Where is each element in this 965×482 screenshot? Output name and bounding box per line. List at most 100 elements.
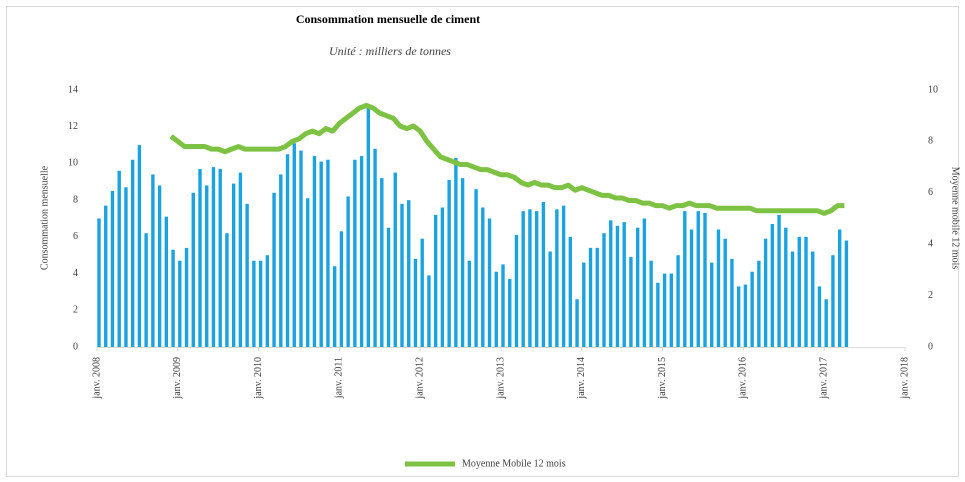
bar bbox=[454, 157, 458, 347]
bar bbox=[844, 240, 849, 347]
bar bbox=[178, 260, 182, 347]
bar bbox=[447, 179, 451, 347]
y-tick-label: 10 bbox=[68, 158, 78, 169]
x-tick-label: janv. 2015 bbox=[657, 357, 668, 400]
bar bbox=[400, 203, 404, 347]
bar bbox=[555, 209, 559, 347]
bar bbox=[588, 247, 593, 347]
x-tick-label: janv. 2018 bbox=[899, 357, 910, 400]
bar bbox=[353, 159, 357, 347]
bar bbox=[258, 260, 263, 347]
y-tick-label: 12 bbox=[68, 121, 78, 132]
bar bbox=[332, 266, 337, 347]
y2-tick-label: 0 bbox=[928, 341, 933, 352]
bar bbox=[440, 207, 445, 347]
bar bbox=[97, 218, 101, 347]
bar bbox=[528, 209, 532, 347]
bar bbox=[568, 236, 573, 347]
bar bbox=[238, 172, 243, 347]
x-tick-label: janv. 2008 bbox=[91, 357, 102, 400]
bar bbox=[521, 211, 525, 347]
bar bbox=[413, 258, 418, 347]
bar bbox=[743, 284, 748, 347]
moving-average-line bbox=[169, 102, 845, 216]
bar bbox=[380, 178, 384, 347]
bar bbox=[130, 159, 135, 347]
bar bbox=[595, 247, 599, 347]
bar bbox=[662, 273, 667, 347]
bar bbox=[494, 271, 498, 347]
bar bbox=[326, 159, 330, 347]
bar bbox=[770, 224, 775, 347]
y2-tick-label: 6 bbox=[928, 187, 933, 198]
bar bbox=[393, 172, 397, 347]
legend-label: Moyenne Mobile 12 mois bbox=[462, 458, 566, 469]
bar bbox=[501, 264, 505, 347]
bar bbox=[279, 174, 283, 347]
bar bbox=[622, 222, 626, 347]
x-tick-label: janv. 2016 bbox=[738, 357, 749, 400]
bar bbox=[736, 286, 741, 347]
bar bbox=[312, 156, 317, 347]
bar bbox=[359, 156, 364, 347]
bar bbox=[824, 299, 828, 347]
bar bbox=[184, 247, 189, 347]
bar bbox=[319, 161, 323, 347]
bar bbox=[683, 211, 687, 347]
bar bbox=[198, 168, 202, 347]
bar bbox=[171, 249, 175, 347]
bar bbox=[427, 275, 431, 347]
bar bbox=[151, 174, 155, 347]
bar bbox=[703, 212, 707, 347]
bar bbox=[487, 218, 492, 347]
x-tick-label: janv. 2014 bbox=[576, 357, 587, 400]
bar bbox=[696, 211, 700, 347]
bar bbox=[433, 214, 438, 347]
bar bbox=[205, 185, 209, 347]
bar bbox=[837, 229, 842, 347]
bar bbox=[137, 145, 142, 347]
bar bbox=[460, 178, 465, 347]
bar bbox=[689, 229, 694, 347]
bar bbox=[575, 299, 579, 347]
bar bbox=[407, 200, 411, 347]
y2-tick-label: 2 bbox=[928, 290, 933, 301]
x-tick-label: janv. 2009 bbox=[172, 357, 183, 400]
x-tick-label: janv. 2011 bbox=[334, 357, 345, 399]
bar bbox=[642, 218, 647, 347]
bar bbox=[110, 190, 115, 347]
bar bbox=[811, 251, 815, 347]
y2-tick-label: 10 bbox=[928, 84, 938, 95]
bar bbox=[157, 185, 162, 347]
bar bbox=[649, 260, 653, 347]
bar bbox=[635, 227, 640, 347]
bar bbox=[582, 262, 586, 347]
x-tick-label: janv. 2010 bbox=[253, 357, 264, 400]
bar bbox=[306, 198, 310, 347]
y-axis-label: Consommation mensuelle bbox=[39, 165, 50, 270]
bar bbox=[723, 238, 727, 347]
bar bbox=[474, 189, 478, 347]
bar bbox=[777, 214, 781, 347]
y-tick-label: 14 bbox=[68, 84, 78, 95]
bar bbox=[373, 148, 377, 347]
bar bbox=[629, 257, 633, 347]
bar bbox=[481, 207, 485, 347]
bar bbox=[225, 233, 229, 347]
bar bbox=[716, 229, 721, 347]
y-tick-label: 4 bbox=[73, 268, 78, 279]
bar bbox=[831, 255, 835, 347]
x-tick-label: janv. 2017 bbox=[818, 357, 829, 400]
bar bbox=[346, 196, 350, 347]
y-tick-label: 8 bbox=[73, 194, 78, 205]
bar bbox=[191, 192, 195, 347]
bar bbox=[797, 236, 801, 347]
chart-title: Consommation mensuelle de ciment bbox=[296, 12, 480, 26]
bar bbox=[272, 192, 276, 347]
bar bbox=[804, 236, 808, 347]
bar bbox=[164, 216, 169, 347]
bar bbox=[561, 205, 566, 347]
bar bbox=[730, 258, 734, 347]
bar bbox=[265, 255, 270, 347]
